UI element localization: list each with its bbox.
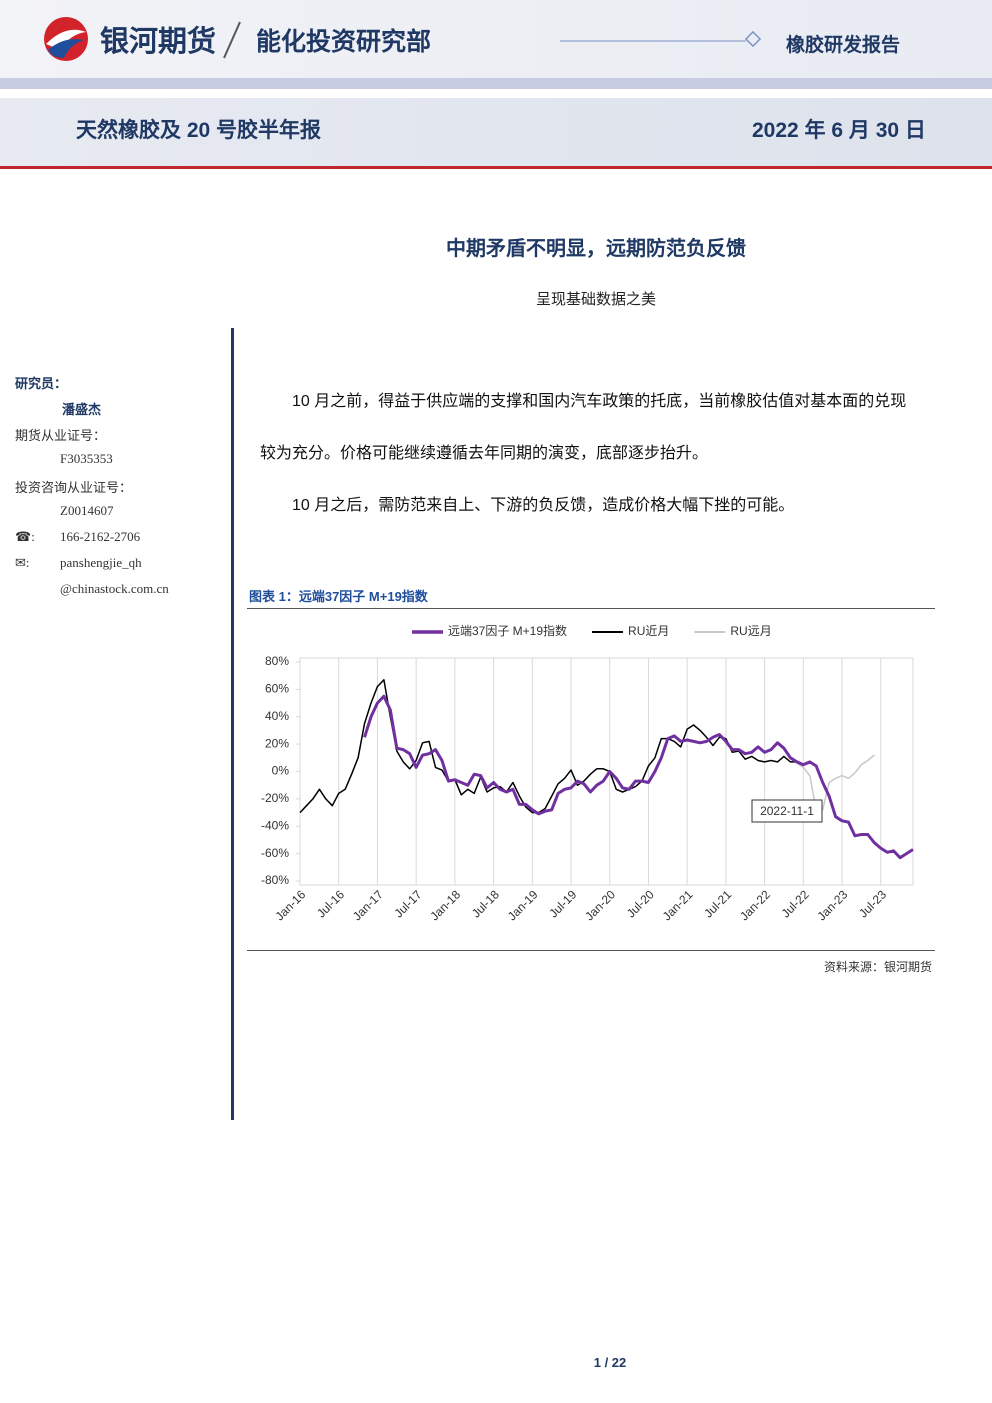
x-tick-label: Jan-21 bbox=[660, 887, 696, 923]
figure-rule bbox=[247, 608, 935, 609]
x-tick-label: Jul-16 bbox=[314, 887, 347, 920]
x-tick-label: Jan-23 bbox=[815, 887, 851, 923]
paragraph: 10 月之前，得益于供应端的支撑和国内汽车政策的托底，当前橡胶估值对基本面的兑现… bbox=[260, 393, 907, 462]
series-line bbox=[789, 754, 875, 811]
report-date: 2022 年 6 月 30 日 bbox=[752, 119, 926, 142]
y-tick-label: 0% bbox=[272, 764, 290, 778]
y-tick-label: 60% bbox=[265, 682, 289, 696]
paragraph: 10 月之后，需防范来自上、下游的负反馈，造成价格大幅下挫的可能。 bbox=[292, 497, 795, 514]
y-tick-label: 20% bbox=[265, 736, 289, 750]
y-tick-label: 80% bbox=[265, 654, 289, 668]
y-tick-label: 40% bbox=[265, 709, 289, 723]
y-tick-label: -20% bbox=[261, 791, 289, 805]
x-tick-label: Jan-16 bbox=[273, 887, 309, 923]
license: Z0014607 bbox=[60, 503, 114, 518]
y-tick-label: -40% bbox=[261, 818, 289, 832]
header-band bbox=[0, 0, 992, 78]
series-line bbox=[363, 694, 914, 860]
legend-label: RU远月 bbox=[730, 624, 771, 638]
annotation: 2022-11-1 bbox=[760, 804, 814, 818]
license-label: 期货从业证号： bbox=[15, 428, 107, 443]
x-tick-label: Jan-20 bbox=[582, 887, 618, 923]
legend-label: 远端37因子 M+19指数 bbox=[448, 623, 567, 638]
x-tick-label: Jan-18 bbox=[427, 887, 463, 923]
phone: 166-2162-2706 bbox=[60, 529, 141, 544]
title-band bbox=[0, 98, 992, 166]
chart: Jan-16 Jul-16 Jan-17 Jul-17 Jan-18 Jul-18 Jan-… bbox=[261, 623, 914, 923]
figure-rule bbox=[247, 950, 935, 951]
subtitle: 呈现基础数据之美 bbox=[535, 291, 656, 308]
title: 中期矛盾不明显，远期防范负反馈 bbox=[446, 238, 746, 260]
department: 能化投资研究部 bbox=[256, 28, 432, 56]
report-type: 橡胶研发报告 bbox=[786, 35, 901, 56]
x-tick-label: Jul-21 bbox=[701, 887, 734, 920]
plot-frame bbox=[299, 657, 914, 886]
x-tick-label: Jan-19 bbox=[505, 887, 541, 923]
x-tick-label: Jul-20 bbox=[624, 887, 657, 920]
logo bbox=[44, 17, 88, 61]
slash bbox=[223, 21, 241, 59]
page-number: 1 / 22 bbox=[593, 1355, 627, 1370]
researcher-label: 研究员： bbox=[15, 376, 68, 391]
x-tick-label: Jul-23 bbox=[856, 887, 889, 920]
figure-source: 资料来源：银河期货 bbox=[823, 960, 932, 974]
report-title: 天然橡胶及 20 号胶半年报 bbox=[76, 119, 322, 142]
email: @chinastock.com.cn bbox=[60, 581, 169, 596]
researcher: 潘盛杰 bbox=[62, 402, 102, 417]
x-tick-label: Jul-17 bbox=[391, 887, 424, 920]
x-tick-label: Jul-19 bbox=[546, 887, 579, 920]
x-tick-label: Jan-17 bbox=[350, 887, 386, 923]
x-tick-label: Jul-18 bbox=[469, 887, 502, 920]
x-tick-label: Jan-22 bbox=[737, 887, 773, 923]
y-tick-label: -80% bbox=[261, 873, 289, 887]
phone-label: ☎: bbox=[15, 529, 35, 544]
figure-caption: 图表 1：远端37因子 M+19指数 bbox=[249, 589, 428, 604]
red-rule bbox=[0, 166, 992, 169]
series-line bbox=[299, 679, 797, 814]
x-tick-label: Jul-22 bbox=[779, 887, 812, 920]
annotation-box bbox=[751, 799, 823, 823]
license-label: 投资咨询从业证号： bbox=[15, 480, 133, 495]
legend-label: RU近月 bbox=[628, 624, 669, 638]
header-strip bbox=[0, 78, 992, 89]
header-line bbox=[560, 30, 762, 48]
email: panshengjie_qh bbox=[60, 555, 142, 570]
y-tick-label: -60% bbox=[261, 846, 289, 860]
sidebar-rule bbox=[231, 328, 234, 1120]
email-label: ✉: bbox=[15, 555, 30, 570]
license: F3035353 bbox=[60, 451, 113, 466]
brand: 银河期货 bbox=[100, 26, 217, 58]
